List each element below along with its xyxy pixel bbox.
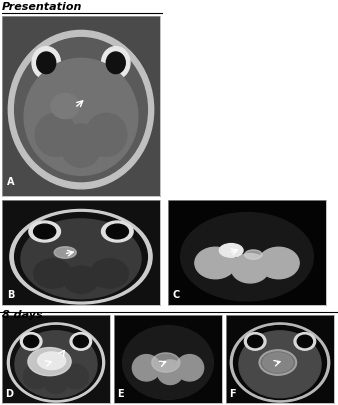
Ellipse shape bbox=[231, 254, 269, 283]
Ellipse shape bbox=[44, 371, 68, 393]
Ellipse shape bbox=[245, 250, 262, 259]
Circle shape bbox=[20, 333, 42, 350]
Ellipse shape bbox=[152, 353, 180, 372]
Circle shape bbox=[29, 221, 61, 242]
Circle shape bbox=[106, 224, 128, 239]
Ellipse shape bbox=[15, 38, 147, 181]
Ellipse shape bbox=[63, 364, 89, 389]
Text: E: E bbox=[117, 389, 124, 399]
Ellipse shape bbox=[38, 352, 66, 369]
Ellipse shape bbox=[230, 323, 330, 402]
Circle shape bbox=[73, 335, 89, 347]
Circle shape bbox=[244, 333, 266, 350]
Ellipse shape bbox=[61, 124, 101, 167]
Ellipse shape bbox=[33, 259, 72, 288]
Circle shape bbox=[37, 52, 56, 74]
Circle shape bbox=[70, 333, 92, 350]
Text: A: A bbox=[7, 177, 14, 187]
Ellipse shape bbox=[239, 331, 321, 398]
Ellipse shape bbox=[15, 331, 97, 398]
Text: Presentation: Presentation bbox=[2, 2, 82, 12]
Circle shape bbox=[101, 47, 130, 79]
Text: B: B bbox=[7, 290, 14, 300]
Ellipse shape bbox=[219, 243, 243, 257]
Ellipse shape bbox=[195, 247, 236, 279]
Text: C: C bbox=[173, 290, 180, 300]
Ellipse shape bbox=[24, 364, 50, 389]
Ellipse shape bbox=[54, 247, 76, 258]
Ellipse shape bbox=[86, 113, 127, 156]
Ellipse shape bbox=[51, 94, 79, 119]
Circle shape bbox=[24, 335, 39, 347]
Circle shape bbox=[33, 224, 56, 239]
Ellipse shape bbox=[28, 347, 71, 376]
Ellipse shape bbox=[24, 58, 138, 175]
Ellipse shape bbox=[157, 360, 183, 384]
Circle shape bbox=[101, 221, 133, 242]
Ellipse shape bbox=[263, 353, 293, 372]
Ellipse shape bbox=[234, 326, 327, 399]
Ellipse shape bbox=[258, 247, 299, 279]
Circle shape bbox=[106, 52, 125, 74]
Circle shape bbox=[248, 335, 263, 347]
Ellipse shape bbox=[123, 326, 213, 399]
Ellipse shape bbox=[260, 350, 296, 375]
Ellipse shape bbox=[10, 209, 152, 304]
Text: D: D bbox=[5, 389, 13, 399]
Circle shape bbox=[297, 335, 312, 347]
Ellipse shape bbox=[21, 219, 141, 299]
Ellipse shape bbox=[7, 323, 104, 402]
Ellipse shape bbox=[8, 30, 154, 189]
Ellipse shape bbox=[132, 355, 161, 381]
Ellipse shape bbox=[15, 213, 147, 301]
Ellipse shape bbox=[175, 355, 203, 381]
Ellipse shape bbox=[10, 326, 101, 399]
Text: 8 days: 8 days bbox=[2, 310, 43, 320]
Circle shape bbox=[32, 47, 61, 79]
Ellipse shape bbox=[35, 113, 76, 156]
Ellipse shape bbox=[180, 213, 313, 301]
Text: F: F bbox=[229, 389, 236, 399]
Circle shape bbox=[294, 333, 316, 350]
Ellipse shape bbox=[64, 266, 98, 294]
Ellipse shape bbox=[91, 259, 128, 288]
